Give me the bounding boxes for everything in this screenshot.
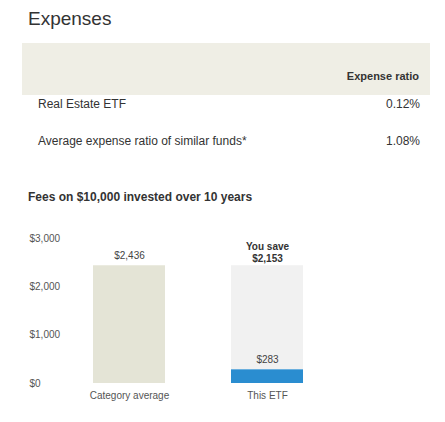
svg-text:$2,153: $2,153 — [252, 253, 283, 264]
html-text:Average expense ratio of simil: Average expense ratio of similar funds* — [38, 134, 247, 148]
svg-text:$2,000: $2,000 — [30, 281, 61, 292]
svg-text:$3,000: $3,000 — [30, 233, 61, 244]
svg-text:This ETF: This ETF — [247, 390, 288, 401]
html-text:Expenses: Expenses — [28, 8, 112, 29]
html-text:1.08%: 1.08% — [386, 134, 420, 148]
html-text:Real Estate ETF: Real Estate ETF — [38, 97, 126, 111]
svg-text:$1,000: $1,000 — [30, 329, 61, 340]
svg-text:You save: You save — [246, 241, 290, 252]
html-text:0.12%: 0.12% — [386, 97, 420, 111]
svg-text:$283: $283 — [256, 354, 279, 365]
html-text:Fees on $10,000 invested over: Fees on $10,000 invested over 10 years — [28, 190, 253, 204]
html-text:Expense ratio: Expense ratio — [346, 70, 419, 82]
svg-text:$2,436: $2,436 — [114, 250, 145, 261]
svg-text:$0: $0 — [30, 378, 42, 389]
svg-text:Category average: Category average — [90, 390, 170, 401]
